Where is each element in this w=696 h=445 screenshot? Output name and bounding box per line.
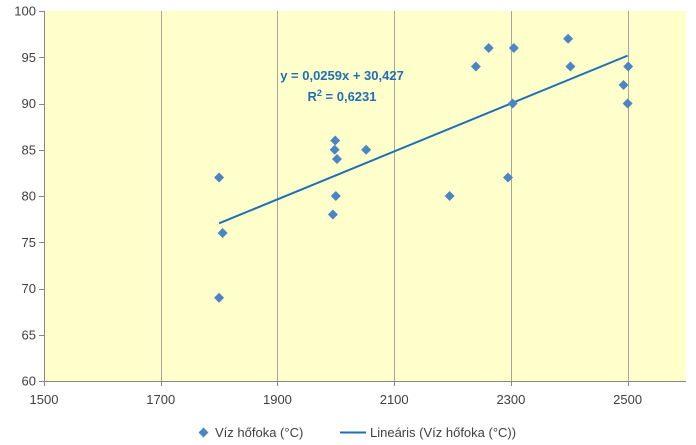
equation-text: y = 0,0259x + 30,427 xyxy=(280,68,404,83)
y-tick-label: 75 xyxy=(22,235,36,250)
x-tick-label: 1500 xyxy=(30,392,59,407)
gridlines xyxy=(161,11,629,381)
y-tick-label: 85 xyxy=(22,142,36,157)
y-tick-label: 90 xyxy=(22,96,36,111)
data-point xyxy=(623,61,634,72)
x-tick-label: 1700 xyxy=(146,392,175,407)
data-point xyxy=(217,228,228,238)
y-tick-label: 60 xyxy=(22,374,36,389)
data-point xyxy=(483,43,494,53)
legend-series-label: Víz hőfoka (°C) xyxy=(215,425,303,440)
data-point xyxy=(330,135,341,146)
data-point xyxy=(622,98,633,109)
trendline xyxy=(218,54,629,225)
data-point xyxy=(502,172,513,183)
x-tick-label: 2300 xyxy=(496,392,525,407)
data-point xyxy=(214,292,225,303)
data-point xyxy=(563,33,574,44)
data-point xyxy=(361,144,372,155)
data-point xyxy=(327,209,338,220)
data-point xyxy=(565,61,576,72)
y-tick-label: 80 xyxy=(22,189,36,204)
x-tick-label: 2100 xyxy=(380,392,409,407)
x-tick-label: 1900 xyxy=(263,392,292,407)
data-point xyxy=(214,172,225,183)
data-point xyxy=(444,191,455,201)
r-squared-text: R2 = 0,6231 xyxy=(308,88,377,104)
data-point xyxy=(329,144,340,155)
data-point xyxy=(508,43,519,53)
data-point xyxy=(618,80,629,90)
data-points xyxy=(214,33,634,303)
r-squared-value: = 0,6231 xyxy=(322,89,377,104)
data-point xyxy=(470,61,481,72)
trendline-layer xyxy=(218,54,629,225)
y-tick-label: 95 xyxy=(22,50,36,65)
data-point xyxy=(507,98,518,109)
axes xyxy=(39,11,686,386)
legend-marker-icon xyxy=(198,427,209,438)
y-tick-label: 65 xyxy=(22,327,36,342)
legend: Víz hőfoka (°C) Lineáris (Víz hőfoka (°C… xyxy=(198,425,516,440)
r-squared-superscript: 2 xyxy=(317,88,322,98)
data-point xyxy=(330,191,341,201)
plot-background xyxy=(44,11,686,381)
legend-trendline-label: Lineáris (Víz hőfoka (°C)) xyxy=(370,425,516,440)
x-axis-tick-labels: 1500 1700 1900 2100 2300 2500 xyxy=(30,392,643,407)
data-point xyxy=(331,154,342,164)
y-tick-label: 70 xyxy=(22,281,36,296)
r-squared-symbol: R xyxy=(308,89,318,104)
plot-area xyxy=(44,11,686,381)
y-axis-tick-labels: 60 65 70 75 80 85 90 95 100 xyxy=(14,4,36,389)
trendline-equation: y = 0,0259x + 30,427 R2 = 0,6231 xyxy=(280,68,404,104)
y-tick-label: 100 xyxy=(14,4,36,19)
x-tick-label: 2500 xyxy=(613,392,642,407)
